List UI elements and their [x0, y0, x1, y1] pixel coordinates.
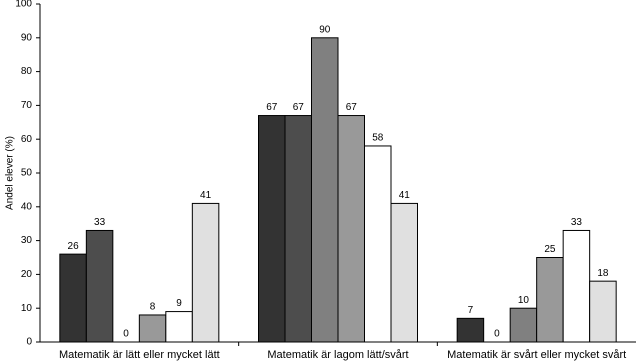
bar: [337, 115, 365, 343]
x-tick-label: Matematik är lätt eller mycket lätt: [59, 349, 220, 361]
y-tick-label: 10: [21, 303, 33, 314]
value-label: 67: [346, 102, 358, 113]
value-label: 58: [372, 133, 384, 144]
value-label: 10: [518, 295, 530, 306]
bar: [138, 314, 167, 343]
value-label: 67: [266, 102, 278, 113]
bar: [165, 311, 193, 343]
y-tick-label: 90: [21, 32, 33, 43]
y-tick-label: 0: [26, 337, 32, 348]
value-label: 67: [293, 102, 305, 113]
value-label: 0: [494, 329, 500, 340]
bar: [191, 202, 220, 343]
bar: [456, 317, 485, 343]
y-tick-label: 60: [21, 134, 33, 145]
value-label: 0: [123, 329, 129, 340]
x-tick-label: Matematik är svårt eller mycket svårt: [447, 349, 626, 361]
value-label: 8: [150, 302, 156, 313]
y-tick-label: 100: [15, 0, 32, 10]
value-label: 33: [94, 217, 106, 228]
value-label: 9: [176, 298, 182, 309]
bar: [589, 280, 617, 343]
bar: [509, 307, 538, 343]
bar: [536, 257, 564, 343]
value-label: 41: [399, 190, 411, 201]
value-label: 33: [571, 217, 583, 228]
bar: [390, 202, 418, 343]
value-label: 26: [68, 241, 80, 252]
bar: [85, 229, 114, 343]
value-label: 25: [544, 244, 556, 255]
y-tick-label: 30: [21, 235, 33, 246]
x-tick-label: Matematik är lagom lätt/svårt: [267, 349, 408, 361]
y-tick-label: 20: [21, 269, 33, 280]
bar: [59, 253, 87, 343]
value-label: 7: [468, 305, 474, 316]
bar: [284, 115, 312, 343]
value-label: 18: [597, 268, 609, 279]
y-tick-label: 40: [21, 201, 33, 212]
y-tick-label: 50: [21, 168, 33, 179]
y-tick-label: 80: [21, 66, 33, 77]
bar: [364, 145, 392, 343]
bar: [562, 229, 591, 343]
value-label: 41: [200, 190, 212, 201]
y-tick-label: 70: [21, 100, 33, 111]
y-axis-label: Andel elever (%): [5, 136, 16, 210]
bar: [258, 115, 286, 343]
value-label: 90: [319, 24, 331, 35]
bar: [311, 37, 339, 343]
